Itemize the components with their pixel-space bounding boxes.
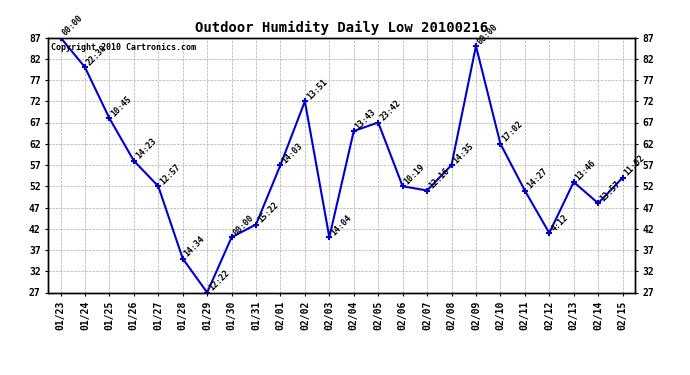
Text: 13:51: 13:51 [305,77,329,101]
Title: Outdoor Humidity Daily Low 20100216: Outdoor Humidity Daily Low 20100216 [195,21,488,35]
Text: 11:02: 11:02 [622,154,647,178]
Text: 14:27: 14:27 [525,166,549,190]
Text: 14:35: 14:35 [451,141,475,165]
Text: 4:12: 4:12 [549,213,570,233]
Text: 00:00: 00:00 [476,22,500,46]
Text: Copyright 2010 Cartronics.com: Copyright 2010 Cartronics.com [51,43,196,52]
Text: 00:00: 00:00 [232,213,255,237]
Text: 14:23: 14:23 [134,137,158,161]
Text: 10:45: 10:45 [110,94,133,118]
Text: 13:46: 13:46 [573,158,598,182]
Text: 23:42: 23:42 [378,99,402,123]
Text: 17:02: 17:02 [500,120,524,144]
Text: 12:57: 12:57 [158,162,182,186]
Text: 13:57: 13:57 [598,179,622,203]
Text: 13:43: 13:43 [354,107,378,131]
Text: 15:22: 15:22 [256,201,280,225]
Text: 10:19: 10:19 [403,162,426,186]
Text: 14:34: 14:34 [183,234,207,258]
Text: 00:00: 00:00 [61,13,85,38]
Text: 14:04: 14:04 [329,213,353,237]
Text: 12:16: 12:16 [427,166,451,190]
Text: 14:03: 14:03 [280,141,304,165]
Text: 12:22: 12:22 [207,268,231,292]
Text: 22:30: 22:30 [85,43,109,67]
